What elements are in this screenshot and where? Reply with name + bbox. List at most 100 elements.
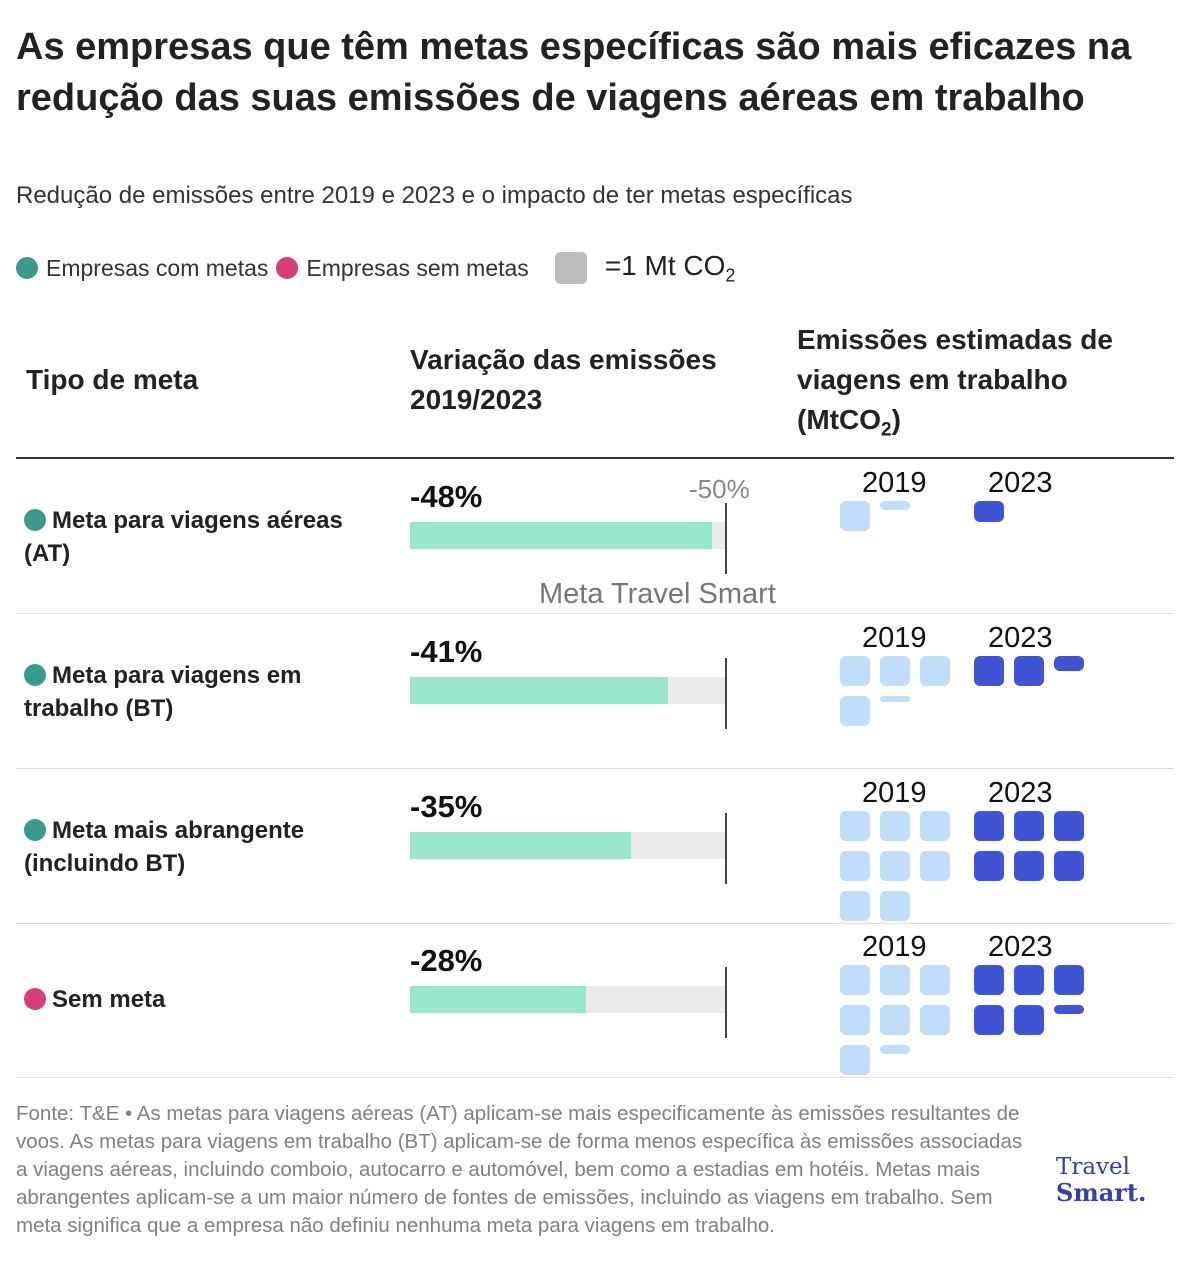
target-line xyxy=(725,503,727,574)
legend-dot-without-targets xyxy=(276,257,299,279)
waffle-2019-svg-unit xyxy=(880,811,910,841)
row-divider xyxy=(16,1077,1174,1078)
bar-track xyxy=(410,986,725,1013)
target-label-annotation: Meta Travel Smart xyxy=(539,578,776,610)
table-row: Meta mais abrangente (incluindo BT) -35% 20… xyxy=(16,769,1174,924)
row-group-dot xyxy=(24,509,46,531)
bar-fill xyxy=(410,832,631,859)
target-line xyxy=(725,967,727,1038)
row-label-line1: Sem meta xyxy=(52,986,166,1013)
waffle-2019-svg-unit xyxy=(920,851,950,881)
year-label-2019: 2019 xyxy=(862,931,927,963)
waffle-2023-svg-unit xyxy=(1014,965,1044,995)
row-group-dot xyxy=(24,664,46,686)
waffle-2019-svg-unit xyxy=(840,696,870,726)
year-label-2023: 2023 xyxy=(988,467,1053,499)
waffle-2023-svg xyxy=(974,656,1084,686)
waffle-2019-svg-unit xyxy=(880,656,910,686)
legend-unit-label: =1 Mt CO2 xyxy=(604,249,736,286)
year-label-2023: 2023 xyxy=(988,622,1053,654)
waffle-2019-svg-unit xyxy=(920,811,950,841)
column-header-type: Tipo de meta xyxy=(26,364,199,395)
waffle-2019-svg-unit xyxy=(880,1045,910,1054)
waffle-2019-svg-unit xyxy=(880,1005,910,1035)
waffle-2023-svg xyxy=(974,811,1084,881)
waffle-2023-svg-unit xyxy=(1054,965,1084,995)
bar-track xyxy=(410,677,725,704)
chart-title: As empresas que têm metas específicas sã… xyxy=(16,26,1132,119)
column-header-estimated: Emissões estimadas de viagens em trabalh… xyxy=(797,324,1113,441)
footer-note: Fonte: T&E • As metas para viagens aérea… xyxy=(16,1102,1023,1237)
year-label-2019: 2019 xyxy=(862,777,927,809)
waffle-2023-svg-unit xyxy=(974,1005,1004,1035)
row-label-line1: Meta para viagens em xyxy=(52,662,302,689)
waffle-2019-svg-unit xyxy=(840,811,870,841)
waffle-2023-svg-unit xyxy=(974,656,1004,686)
table-top-rule xyxy=(16,457,1174,459)
waffle-2023-svg-unit xyxy=(1054,811,1084,841)
table-row: Meta para viagens em trabalho (BT) -41% 201… xyxy=(16,614,1174,769)
waffle-2023 xyxy=(974,811,1084,936)
column-header-variation: Variação das emissões 2019/2023 xyxy=(410,344,717,415)
year-label-2023: 2023 xyxy=(988,931,1053,963)
row-percent-label: -28% xyxy=(410,943,483,978)
travel-smart-logo: Travel Smart. xyxy=(1056,1154,1146,1206)
legend-label-with-targets: Empresas com metas xyxy=(46,254,269,281)
legend-item-with-targets: Empresas com metas xyxy=(16,255,268,282)
bar-fill xyxy=(410,522,713,549)
waffle-2023-svg xyxy=(974,501,1004,522)
bar-track xyxy=(410,832,725,859)
waffle-2019-svg-unit xyxy=(840,851,870,881)
row-percent-label: -48% xyxy=(410,479,483,514)
logo-line2: Smart. xyxy=(1056,1178,1147,1207)
waffle-2023-svg-unit xyxy=(1054,851,1084,881)
row-label: Meta mais abrangente (incluindo BT) xyxy=(24,814,384,880)
waffle-2023-svg xyxy=(974,965,1084,1035)
waffle-2023-svg-unit xyxy=(974,811,1004,841)
waffle-2019-svg-unit xyxy=(880,696,910,702)
waffle-2019-svg-unit xyxy=(880,891,910,921)
bar-track xyxy=(410,522,725,549)
waffle-2019-svg-unit xyxy=(840,656,870,686)
waffle-2019-svg xyxy=(840,656,950,726)
waffle-2023-svg-unit xyxy=(974,501,1004,522)
legend-unit-square xyxy=(554,252,587,284)
chart-subtitle: Redução de emissões entre 2019 e 2023 e … xyxy=(16,182,853,209)
waffle-2019 xyxy=(840,656,950,781)
target-line xyxy=(725,658,727,729)
waffle-2023 xyxy=(974,965,1084,1090)
waffle-2023 xyxy=(974,501,1084,626)
waffle-2019-svg-unit xyxy=(880,851,910,881)
legend-dot-with-targets xyxy=(16,257,38,279)
year-label-2019: 2019 xyxy=(862,622,927,654)
table-row: Sem meta -28% 2019 2023 xyxy=(16,923,1174,1078)
row-divider xyxy=(16,613,1174,614)
legend-label-without-targets: Empresas sem metas xyxy=(306,254,529,281)
waffle-2019-svg-unit xyxy=(920,656,950,686)
waffle-2019-svg xyxy=(840,811,950,921)
waffle-2023-svg-unit xyxy=(974,851,1004,881)
waffle-2023-svg-unit xyxy=(1014,1005,1044,1035)
waffle-2023-svg-unit xyxy=(1054,1005,1084,1014)
row-label: Meta para viagens em trabalho (BT) xyxy=(24,659,384,725)
row-percent-label: -41% xyxy=(410,634,483,669)
waffle-2023-svg-unit xyxy=(1054,656,1084,671)
waffle-2019-svg xyxy=(840,501,910,531)
row-percent-label: -35% xyxy=(410,789,483,824)
waffle-2019-svg-unit xyxy=(880,501,910,510)
waffle-2023 xyxy=(974,656,1084,781)
row-label-line2: (AT) xyxy=(24,540,71,567)
waffle-2019 xyxy=(840,811,950,936)
waffle-2019-svg-unit xyxy=(840,891,870,921)
row-label-line1: Meta para viagens aéreas xyxy=(52,507,343,534)
logo-line1: Travel xyxy=(1056,1154,1131,1180)
row-label: Meta para viagens aéreas (AT) xyxy=(24,504,384,570)
row-label: Sem meta xyxy=(24,983,384,1016)
legend: Empresas com metas Empresas sem metas =1… xyxy=(16,250,735,286)
row-group-dot xyxy=(24,988,46,1010)
waffle-2023-svg-unit xyxy=(974,965,1004,995)
row-divider xyxy=(16,923,1174,924)
row-label-line1: Meta mais abrangente xyxy=(52,817,305,844)
target-line xyxy=(725,813,727,884)
waffle-2019 xyxy=(840,501,950,626)
